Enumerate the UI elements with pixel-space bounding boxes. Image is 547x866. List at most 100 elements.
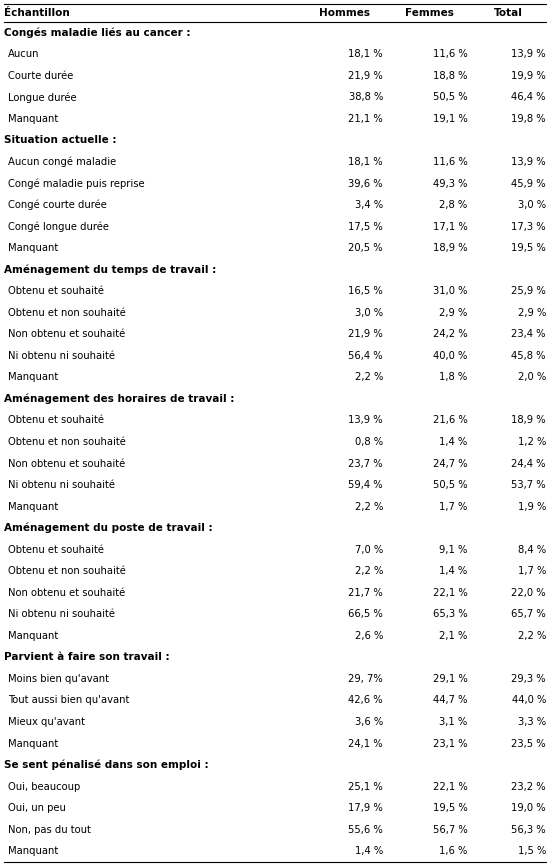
Text: 21,9 %: 21,9 % xyxy=(348,329,383,339)
Text: Aménagement du temps de travail :: Aménagement du temps de travail : xyxy=(4,264,217,275)
Text: 16,5 %: 16,5 % xyxy=(348,287,383,296)
Text: 24,4 %: 24,4 % xyxy=(511,458,546,469)
Text: 22,0 %: 22,0 % xyxy=(511,588,546,598)
Text: 3,6 %: 3,6 % xyxy=(354,717,383,727)
Text: 22,1 %: 22,1 % xyxy=(433,782,468,792)
Text: 18,1 %: 18,1 % xyxy=(348,49,383,59)
Text: Non obtenu et souhaité: Non obtenu et souhaité xyxy=(8,458,126,469)
Text: 2,2 %: 2,2 % xyxy=(354,372,383,383)
Text: 19,5 %: 19,5 % xyxy=(433,803,468,813)
Text: 3,3 %: 3,3 % xyxy=(518,717,546,727)
Text: Aucun congé maladie: Aucun congé maladie xyxy=(8,157,117,167)
Text: 21,1 %: 21,1 % xyxy=(348,114,383,124)
Text: 31,0 %: 31,0 % xyxy=(433,287,468,296)
Text: 1,4 %: 1,4 % xyxy=(439,437,468,447)
Text: Oui, beaucoup: Oui, beaucoup xyxy=(8,782,80,792)
Text: 66,5 %: 66,5 % xyxy=(348,610,383,619)
Text: 24,1 %: 24,1 % xyxy=(348,739,383,748)
Text: 19,8 %: 19,8 % xyxy=(511,114,546,124)
Text: 3,0 %: 3,0 % xyxy=(518,200,546,210)
Text: Parvient à faire son travail :: Parvient à faire son travail : xyxy=(4,652,170,662)
Text: 18,9 %: 18,9 % xyxy=(511,416,546,425)
Text: Obtenu et non souhaité: Obtenu et non souhaité xyxy=(8,437,126,447)
Text: Obtenu et non souhaité: Obtenu et non souhaité xyxy=(8,307,126,318)
Text: 9,1 %: 9,1 % xyxy=(439,545,468,555)
Text: 8,4 %: 8,4 % xyxy=(518,545,546,555)
Text: 19,5 %: 19,5 % xyxy=(511,243,546,253)
Text: 44,7 %: 44,7 % xyxy=(433,695,468,706)
Text: 19,0 %: 19,0 % xyxy=(511,803,546,813)
Text: 17,1 %: 17,1 % xyxy=(433,222,468,231)
Text: Congé longue durée: Congé longue durée xyxy=(8,222,109,232)
Text: 50,5 %: 50,5 % xyxy=(433,480,468,490)
Text: 3,4 %: 3,4 % xyxy=(355,200,383,210)
Text: 25,9 %: 25,9 % xyxy=(511,287,546,296)
Text: 23,1 %: 23,1 % xyxy=(433,739,468,748)
Text: 21,6 %: 21,6 % xyxy=(433,416,468,425)
Text: Manquant: Manquant xyxy=(8,501,59,512)
Text: 13,9 %: 13,9 % xyxy=(511,49,546,59)
Text: 20,5 %: 20,5 % xyxy=(348,243,383,253)
Text: 53,7 %: 53,7 % xyxy=(511,480,546,490)
Text: Ni obtenu ni souhaité: Ni obtenu ni souhaité xyxy=(8,480,115,490)
Text: 2,6 %: 2,6 % xyxy=(354,630,383,641)
Text: Oui, un peu: Oui, un peu xyxy=(8,803,66,813)
Text: 3,1 %: 3,1 % xyxy=(439,717,468,727)
Text: Manquant: Manquant xyxy=(8,739,59,748)
Text: 23,2 %: 23,2 % xyxy=(511,782,546,792)
Text: 2,1 %: 2,1 % xyxy=(439,630,468,641)
Text: 11,6 %: 11,6 % xyxy=(433,157,468,167)
Text: 21,7 %: 21,7 % xyxy=(348,588,383,598)
Text: 56,7 %: 56,7 % xyxy=(433,824,468,835)
Text: Non obtenu et souhaité: Non obtenu et souhaité xyxy=(8,588,126,598)
Text: 1,4 %: 1,4 % xyxy=(439,566,468,576)
Text: 59,4 %: 59,4 % xyxy=(348,480,383,490)
Text: Tout aussi bien qu'avant: Tout aussi bien qu'avant xyxy=(8,695,130,706)
Text: Obtenu et non souhaité: Obtenu et non souhaité xyxy=(8,566,126,576)
Text: 38,8 %: 38,8 % xyxy=(348,93,383,102)
Text: 40,0 %: 40,0 % xyxy=(433,351,468,361)
Text: 45,9 %: 45,9 % xyxy=(511,178,546,189)
Text: Total: Total xyxy=(494,8,523,18)
Text: 2,2 %: 2,2 % xyxy=(517,630,546,641)
Text: Moins bien qu'avant: Moins bien qu'avant xyxy=(8,674,109,684)
Text: 17,5 %: 17,5 % xyxy=(348,222,383,231)
Text: 56,4 %: 56,4 % xyxy=(348,351,383,361)
Text: 39,6 %: 39,6 % xyxy=(348,178,383,189)
Text: 65,7 %: 65,7 % xyxy=(511,610,546,619)
Text: Aménagement du poste de travail :: Aménagement du poste de travail : xyxy=(4,523,213,533)
Text: 42,6 %: 42,6 % xyxy=(348,695,383,706)
Text: 1,9 %: 1,9 % xyxy=(517,501,546,512)
Text: 11,6 %: 11,6 % xyxy=(433,49,468,59)
Text: Congé courte durée: Congé courte durée xyxy=(8,200,107,210)
Text: 23,4 %: 23,4 % xyxy=(511,329,546,339)
Text: 24,7 %: 24,7 % xyxy=(433,458,468,469)
Text: Échantillon: Échantillon xyxy=(4,8,70,18)
Text: 17,3 %: 17,3 % xyxy=(511,222,546,231)
Text: Situation actuelle :: Situation actuelle : xyxy=(4,135,117,145)
Text: Hommes: Hommes xyxy=(318,8,370,18)
Text: Congé maladie puis reprise: Congé maladie puis reprise xyxy=(8,178,145,189)
Text: 2,2 %: 2,2 % xyxy=(354,501,383,512)
Text: 2,0 %: 2,0 % xyxy=(517,372,546,383)
Text: 2,9 %: 2,9 % xyxy=(517,307,546,318)
Text: 46,4 %: 46,4 % xyxy=(511,93,546,102)
Text: 1,6 %: 1,6 % xyxy=(439,846,468,856)
Text: 7,0 %: 7,0 % xyxy=(354,545,383,555)
Text: 23,5 %: 23,5 % xyxy=(511,739,546,748)
Text: 45,8 %: 45,8 % xyxy=(511,351,546,361)
Text: Obtenu et souhaité: Obtenu et souhaité xyxy=(8,287,104,296)
Text: 13,9 %: 13,9 % xyxy=(511,157,546,167)
Text: Longue durée: Longue durée xyxy=(8,92,77,103)
Text: Manquant: Manquant xyxy=(8,372,59,383)
Text: Obtenu et souhaité: Obtenu et souhaité xyxy=(8,416,104,425)
Text: 19,9 %: 19,9 % xyxy=(511,71,546,81)
Text: 56,3 %: 56,3 % xyxy=(511,824,546,835)
Text: Aucun: Aucun xyxy=(8,49,40,59)
Text: 65,3 %: 65,3 % xyxy=(433,610,468,619)
Text: 2,8 %: 2,8 % xyxy=(439,200,468,210)
Text: 2,9 %: 2,9 % xyxy=(439,307,468,318)
Text: 1,5 %: 1,5 % xyxy=(517,846,546,856)
Text: 22,1 %: 22,1 % xyxy=(433,588,468,598)
Text: Manquant: Manquant xyxy=(8,114,59,124)
